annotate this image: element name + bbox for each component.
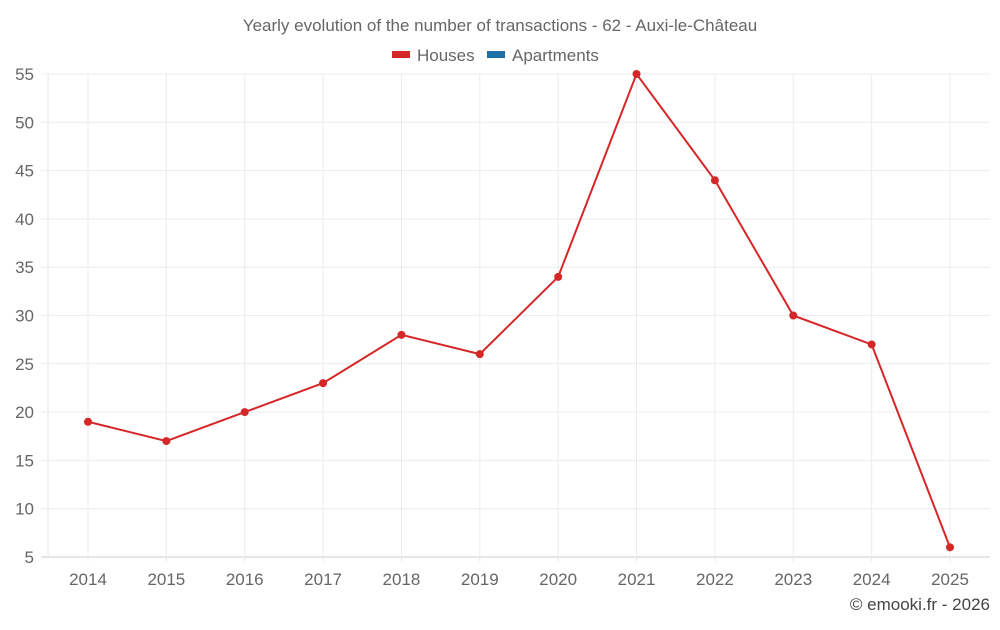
x-tick-label: 2021 (618, 570, 656, 589)
x-tick-label: 2023 (774, 570, 812, 589)
data-point (710, 176, 719, 185)
legend-item-houses[interactable]: Houses (392, 46, 475, 65)
data-point (319, 379, 328, 388)
y-tick-label: 10 (15, 500, 34, 519)
x-tick-label: 2025 (931, 570, 969, 589)
y-tick-label: 35 (15, 258, 34, 277)
legend-label-apartments: Apartments (512, 46, 599, 65)
y-tick-label: 55 (15, 65, 34, 84)
y-tick-label: 5 (25, 548, 34, 567)
series-line-houses (87, 71, 951, 548)
data-point (946, 543, 954, 552)
y-tick-label: 25 (15, 355, 34, 374)
data-point (240, 408, 249, 417)
data-point (789, 311, 798, 320)
legend-swatch-apartments (487, 51, 505, 58)
x-tick-label: 2024 (853, 570, 891, 589)
legend: Houses Apartments (392, 46, 599, 65)
data-point (867, 340, 876, 349)
x-tick-label: 2018 (383, 570, 421, 589)
legend-label-houses: Houses (417, 46, 475, 65)
x-tick-label: 2020 (539, 570, 577, 589)
legend-swatch-houses (392, 51, 410, 58)
x-tick-label: 2015 (147, 570, 185, 589)
credit: © emooki.fr - 2026 (850, 595, 990, 614)
x-tick-label: 2019 (461, 570, 499, 589)
y-tick-label: 30 (15, 307, 34, 326)
chart-title: Yearly evolution of the number of transa… (243, 16, 757, 35)
x-tick-label: 2014 (69, 570, 107, 589)
data-point (84, 417, 92, 426)
y-tick-label: 40 (15, 210, 34, 229)
data-point (632, 70, 641, 78)
data-point (162, 437, 171, 446)
data-point (397, 330, 406, 339)
data-point (475, 350, 484, 359)
x-tick-label: 2022 (696, 570, 734, 589)
y-tick-label: 15 (15, 451, 34, 470)
legend-item-apartments[interactable]: Apartments (487, 46, 599, 65)
x-tick-label: 2017 (304, 570, 342, 589)
y-tick-label: 45 (15, 162, 34, 181)
data-point (554, 272, 563, 281)
x-tick-label: 2016 (226, 570, 264, 589)
y-tick-label: 20 (15, 403, 34, 422)
y-tick-label: 50 (15, 113, 34, 132)
